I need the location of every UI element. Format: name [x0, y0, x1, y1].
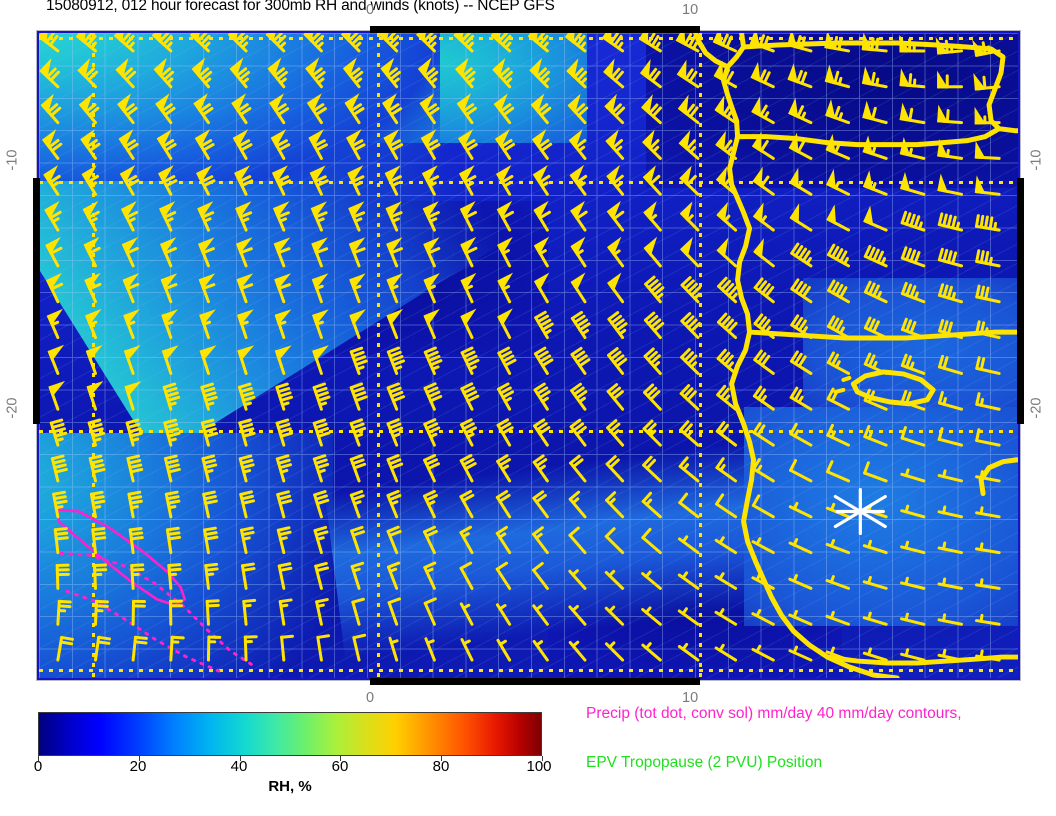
- parallel-dotted-1: [39, 181, 1018, 185]
- colorbar-tick-label-100: 100: [526, 758, 552, 775]
- colorbar-tick-5: [542, 756, 543, 761]
- map-plot-area[interactable]: [39, 33, 1018, 678]
- meridian-dotted-2: [698, 33, 702, 678]
- rh-contour-field: [39, 33, 1018, 678]
- station-marker-overlay: [833, 487, 887, 536]
- x-axis-tick-label-top-10: 10: [682, 2, 699, 18]
- colorbar-tick-label-60: 60: [331, 758, 349, 775]
- legend-precip-label: Precip (tot dot, conv sol) mm/day 40 mm/…: [586, 705, 962, 722]
- station-marker-icon: [833, 487, 887, 536]
- coastline-overlay: [693, 33, 1018, 678]
- wind-barb-overlay: [39, 33, 1001, 662]
- axis-tick-bar-left: [33, 178, 40, 424]
- colorbar-tick-label-20: 20: [129, 758, 147, 775]
- page-title: 15080912, 012 hour forecast for 300mb RH…: [46, 0, 555, 14]
- colorbar-gradient: [38, 712, 542, 756]
- x-axis-tick-label-bottom-10: 10: [682, 690, 699, 706]
- y-axis-tick-label-right-minus10: -10: [1028, 149, 1045, 171]
- colorbar[interactable]: [38, 712, 542, 756]
- colorbar-tick-label-0: 0: [33, 758, 43, 775]
- map-plot-frame[interactable]: [36, 30, 1021, 681]
- colorbar-tick-0: [38, 756, 39, 761]
- y-axis-tick-label-right-minus20: -20: [1028, 397, 1045, 419]
- wind-barb-group: [39, 33, 1001, 662]
- legend-epv-label: EPV Tropopause (2 PVU) Position: [586, 754, 823, 771]
- colorbar-tick-4: [441, 756, 443, 761]
- y-axis-tick-label-left-minus10: -10: [4, 149, 21, 171]
- colorbar-title: RH, %: [268, 778, 312, 795]
- axis-tick-bar-bottom: [370, 678, 700, 685]
- axis-tick-bar-top: [370, 26, 700, 33]
- axis-tick-bar-right: [1017, 178, 1024, 424]
- x-axis-tick-label-bottom-0: 0: [366, 690, 375, 706]
- colorbar-tick-2: [239, 756, 241, 761]
- x-axis-tick-label-top-0: 0: [366, 2, 375, 18]
- colorbar-tick-label-80: 80: [432, 758, 450, 775]
- y-axis-tick-label-left-minus20: -20: [4, 397, 21, 419]
- colorbar-ticks: [38, 756, 543, 761]
- parallel-dotted-0: [39, 36, 1018, 40]
- colorbar-tick-3: [340, 756, 342, 761]
- parallel-dotted-2: [39, 429, 1018, 433]
- parallel-dotted-3: [39, 668, 1018, 672]
- colorbar-tick-1: [138, 756, 140, 761]
- meridian-dotted-1: [376, 33, 380, 678]
- colorbar-tick-label-40: 40: [230, 758, 248, 775]
